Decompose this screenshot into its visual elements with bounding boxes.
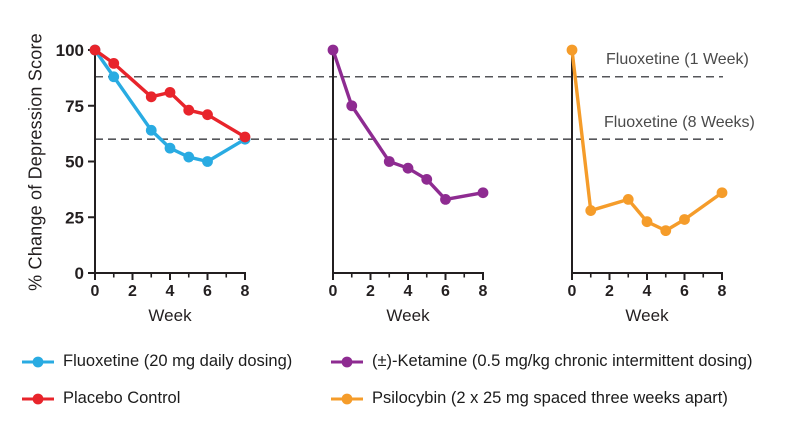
legend-item-placebo: Placebo Control	[22, 389, 180, 408]
legend-item-fluoxetine: Fluoxetine (20 mg daily dosing)	[22, 352, 292, 371]
svg-text:8: 8	[718, 283, 727, 300]
reference-line-label-1-week: Fluoxetine (1 Week)	[606, 51, 749, 68]
y-axis-title: % Change of Depression Score	[25, 33, 46, 291]
legend-item-ketamine: (±)-Ketamine (0.5 mg/kg chronic intermit…	[331, 352, 752, 371]
legend-label-placebo: Placebo Control	[63, 389, 181, 407]
svg-text:2: 2	[366, 283, 375, 300]
svg-text:50: 50	[65, 153, 84, 172]
legend-label-psilocybin: Psilocybin (2 x 25 mg spaced three weeks…	[372, 389, 728, 407]
legend-label-ketamine: (±)-Ketamine (0.5 mg/kg chronic intermit…	[372, 352, 753, 370]
svg-text:4: 4	[166, 283, 175, 300]
svg-text:0: 0	[91, 283, 100, 300]
line-dot-marker-icon	[22, 393, 54, 405]
svg-text:6: 6	[680, 283, 689, 300]
reference-line-label-8-weeks: Fluoxetine (8 Weeks)	[604, 114, 755, 131]
svg-text:6: 6	[441, 283, 450, 300]
line-dot-marker-icon	[331, 393, 363, 405]
svg-text:8: 8	[241, 283, 250, 300]
svg-text:2: 2	[605, 283, 614, 300]
x-axis-label-panel-2: Week	[386, 306, 430, 325]
svg-text:2: 2	[128, 283, 137, 300]
x-axis-label-panel-1: Week	[148, 306, 192, 325]
svg-text:75: 75	[65, 97, 84, 116]
svg-text:25: 25	[65, 208, 84, 227]
x-axis-label-panel-3: Week	[625, 306, 669, 325]
svg-text:0: 0	[568, 283, 577, 300]
svg-text:8: 8	[479, 283, 488, 300]
svg-text:4: 4	[404, 283, 413, 300]
svg-text:100: 100	[56, 41, 84, 60]
svg-text:6: 6	[203, 283, 212, 300]
line-dot-marker-icon	[22, 356, 54, 368]
svg-text:0: 0	[329, 283, 338, 300]
svg-text:4: 4	[643, 283, 652, 300]
svg-text:0: 0	[75, 264, 84, 283]
legend-label-fluoxetine: Fluoxetine (20 mg daily dosing)	[63, 352, 293, 370]
legend-item-psilocybin: Psilocybin (2 x 25 mg spaced three weeks…	[331, 389, 728, 408]
line-dot-marker-icon	[331, 356, 363, 368]
